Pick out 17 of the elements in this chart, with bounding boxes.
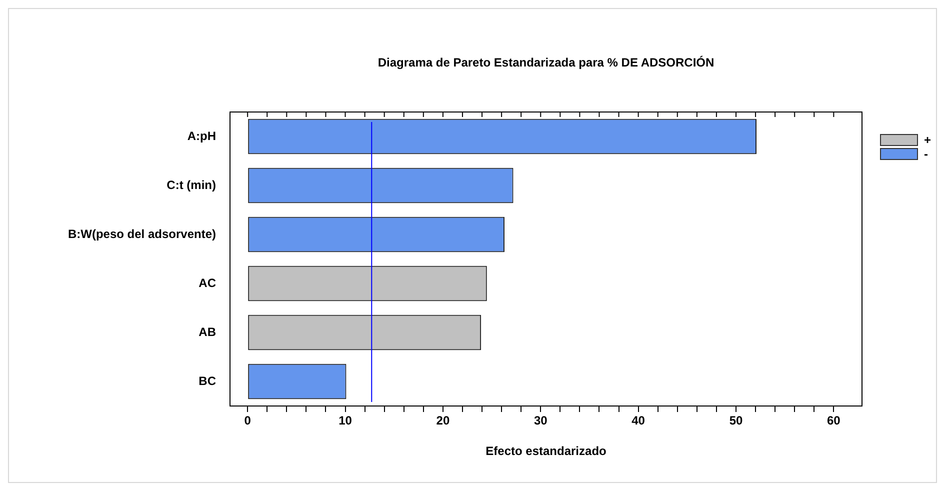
- y-tick-label: AB: [198, 324, 216, 339]
- legend-label: +: [924, 133, 932, 147]
- y-tick-label: A:pH: [187, 128, 216, 143]
- chart-title: Diagrama de Pareto Estandarizada para % DE ADSORCIÓN: [378, 55, 714, 70]
- x-tick-label: 0: [244, 414, 252, 428]
- x-tick-label: 50: [729, 414, 743, 428]
- x-tick-label: 30: [534, 414, 548, 428]
- y-tick-label: B:W(peso del adsorvente): [68, 226, 216, 241]
- y-tick-label: C:t (min): [166, 178, 216, 192]
- x-tick-label: 10: [338, 414, 352, 428]
- x-tick-label: 60: [826, 414, 841, 428]
- legend-label: -: [924, 147, 928, 161]
- x-axis-title: Efecto estandarizado: [486, 444, 606, 458]
- x-tick-label: 40: [632, 414, 646, 428]
- x-tick-label: 20: [436, 414, 450, 428]
- y-tick-label: BC: [198, 374, 216, 388]
- y-tick-label: AC: [198, 276, 216, 290]
